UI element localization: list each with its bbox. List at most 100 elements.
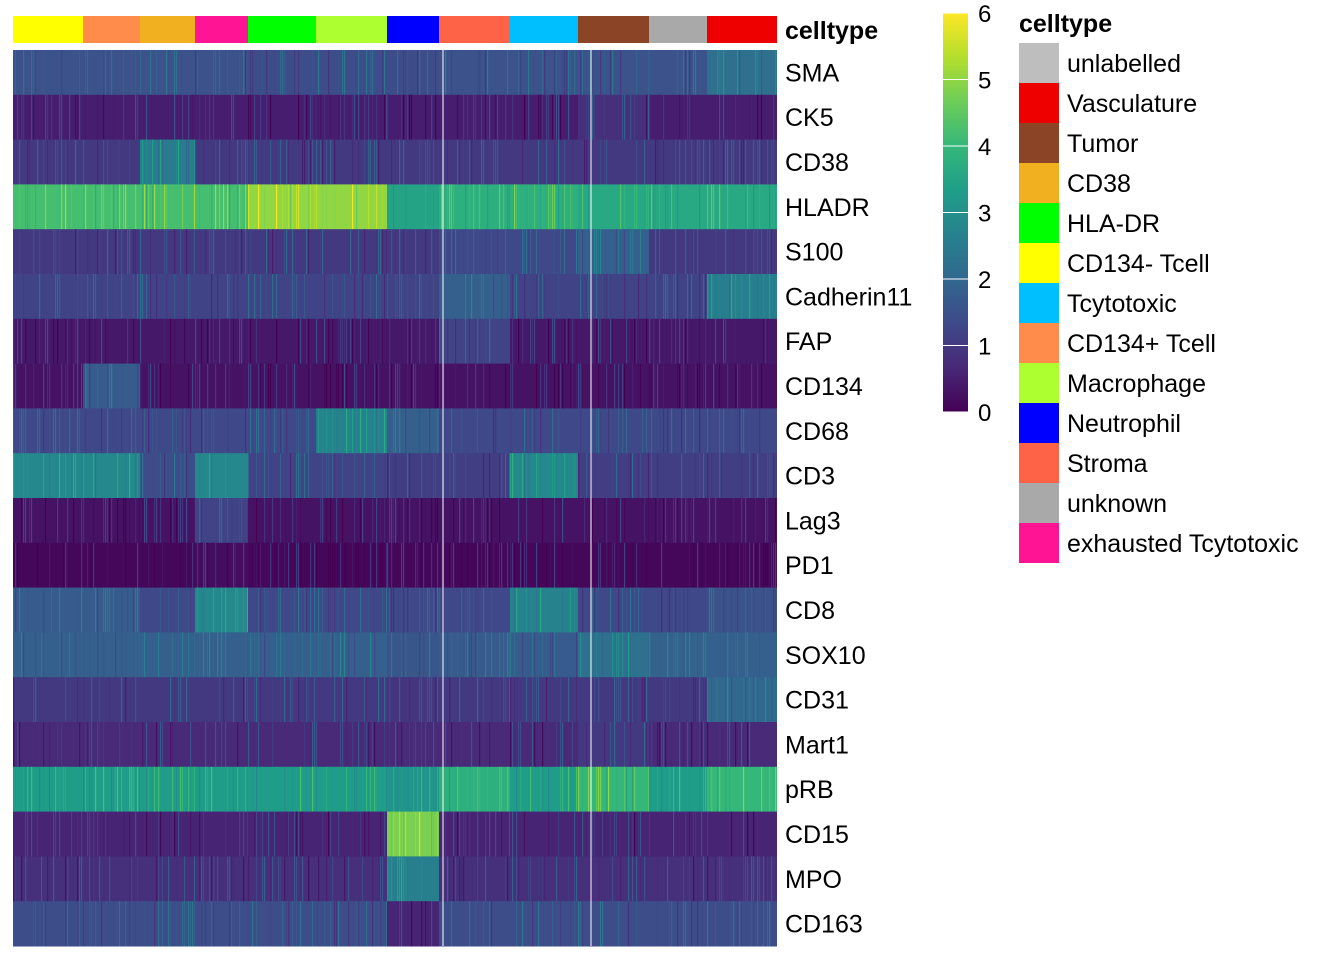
heatmap-stripe bbox=[747, 856, 749, 902]
heatmap-stripe bbox=[671, 318, 673, 365]
heatmap-stripe bbox=[693, 811, 695, 857]
heatmap-stripe bbox=[77, 901, 79, 947]
heatmap-stripe bbox=[550, 184, 552, 230]
heatmap-stripe bbox=[393, 498, 395, 544]
heatmap-stripe bbox=[528, 856, 530, 902]
heatmap-stripe bbox=[661, 766, 663, 813]
heatmap-stripe bbox=[368, 811, 370, 857]
heatmap-stripe bbox=[741, 901, 743, 947]
heatmap-stripe bbox=[711, 453, 713, 499]
heatmap-stripe bbox=[164, 318, 166, 365]
heatmap-stripe bbox=[334, 766, 336, 813]
heatmap-stripe bbox=[719, 94, 721, 141]
heatmap-stripe bbox=[166, 139, 168, 185]
heatmap-stripe bbox=[685, 498, 687, 544]
heatmap-stripe bbox=[437, 766, 439, 813]
heatmap-stripe bbox=[330, 901, 332, 947]
heatmap-stripe bbox=[709, 408, 711, 454]
heatmap-stripe bbox=[302, 811, 304, 857]
heatmap-stripe bbox=[245, 229, 247, 275]
heatmap-stripe bbox=[164, 229, 166, 275]
heatmap-stripe bbox=[384, 811, 386, 857]
heatmap-stripe bbox=[445, 677, 447, 723]
heatmap-stripe bbox=[229, 318, 231, 365]
heatmap-stripe bbox=[741, 498, 743, 544]
heatmap-stripe bbox=[697, 542, 699, 589]
heatmap-stripe bbox=[372, 587, 374, 633]
heatmap-stripe bbox=[89, 856, 91, 902]
heatmap-stripe bbox=[649, 94, 651, 141]
heatmap-stripe bbox=[225, 50, 227, 96]
heatmap-stripe bbox=[298, 50, 300, 96]
heatmap-stripe bbox=[67, 542, 69, 589]
heatmap-stripe bbox=[380, 229, 382, 275]
heatmap-stripe bbox=[264, 498, 266, 544]
heatmap-stripe bbox=[374, 587, 376, 633]
heatmap-stripe bbox=[503, 632, 505, 678]
heatmap-stripe bbox=[479, 318, 481, 365]
heatmap-stripe bbox=[467, 901, 469, 947]
heatmap-stripe bbox=[622, 408, 624, 454]
heatmap-stripe bbox=[642, 498, 644, 544]
heatmap-stripe bbox=[501, 453, 503, 499]
heatmap-stripe bbox=[227, 184, 229, 230]
heatmap-stripe bbox=[691, 139, 693, 185]
heatmap-stripe bbox=[168, 856, 170, 902]
heatmap-stripe bbox=[566, 318, 568, 365]
heatmap-stripe bbox=[715, 901, 717, 947]
heatmap-stripe bbox=[727, 184, 729, 230]
heatmap-stripe bbox=[485, 632, 487, 678]
heatmap-stripe bbox=[304, 587, 306, 633]
heatmap-stripe bbox=[135, 811, 137, 857]
heatmap-stripe bbox=[401, 587, 403, 633]
heatmap-stripe bbox=[592, 677, 594, 723]
heatmap-stripe bbox=[199, 811, 201, 857]
heatmap-stripe bbox=[194, 498, 196, 544]
heatmap-stripe bbox=[278, 542, 280, 589]
legend-label: exhausted Tcytotoxic bbox=[1067, 530, 1299, 558]
heatmap-stripe bbox=[695, 632, 697, 678]
heatmap-row-S100 bbox=[13, 229, 777, 275]
legend-label: Stroma bbox=[1067, 450, 1148, 478]
heatmap-stripe bbox=[516, 901, 518, 947]
heatmap-stripe bbox=[737, 587, 739, 633]
heatmap-stripe bbox=[473, 94, 475, 141]
row-label-Cadherin11: Cadherin11 bbox=[785, 283, 912, 311]
heatmap-stripe bbox=[510, 677, 512, 723]
heatmap-stripe bbox=[248, 94, 250, 141]
heatmap-stripe bbox=[139, 632, 141, 678]
heatmap-stripe bbox=[671, 901, 673, 947]
heatmap-stripe bbox=[526, 498, 528, 544]
heatmap-stripe bbox=[107, 139, 109, 185]
heatmap-stripe bbox=[693, 498, 695, 544]
heatmap-stripe bbox=[401, 766, 403, 813]
heatmap-stripe bbox=[156, 408, 158, 454]
heatmap-stripe bbox=[79, 632, 81, 678]
heatmap-cell bbox=[13, 766, 83, 813]
heatmap-stripe bbox=[618, 632, 620, 678]
heatmap-cell bbox=[195, 274, 248, 320]
heatmap-stripe bbox=[538, 901, 540, 947]
heatmap-stripe bbox=[624, 766, 626, 813]
heatmap-stripe bbox=[485, 318, 487, 365]
heatmap-stripe bbox=[598, 856, 600, 902]
heatmap-stripe bbox=[239, 184, 241, 230]
heatmap-stripe bbox=[622, 632, 624, 678]
heatmap-stripe bbox=[441, 363, 443, 409]
heatmap-stripe bbox=[769, 274, 771, 320]
heatmap-stripe bbox=[628, 901, 630, 947]
heatmap-stripe bbox=[719, 856, 721, 902]
heatmap-stripe bbox=[429, 408, 431, 454]
heatmap-stripe bbox=[85, 94, 87, 141]
heatmap-stripe bbox=[554, 498, 556, 544]
heatmap-stripe bbox=[578, 363, 580, 409]
heatmap-stripe bbox=[677, 498, 679, 544]
legend-swatch bbox=[1019, 283, 1059, 323]
heatmap-stripe bbox=[195, 318, 197, 365]
heatmap-stripe bbox=[322, 811, 324, 857]
heatmap-cell bbox=[578, 856, 649, 902]
heatmap-stripe bbox=[142, 184, 144, 230]
heatmap-stripe bbox=[131, 408, 133, 454]
heatmap-stripe bbox=[405, 94, 407, 141]
heatmap-stripe bbox=[467, 94, 469, 141]
